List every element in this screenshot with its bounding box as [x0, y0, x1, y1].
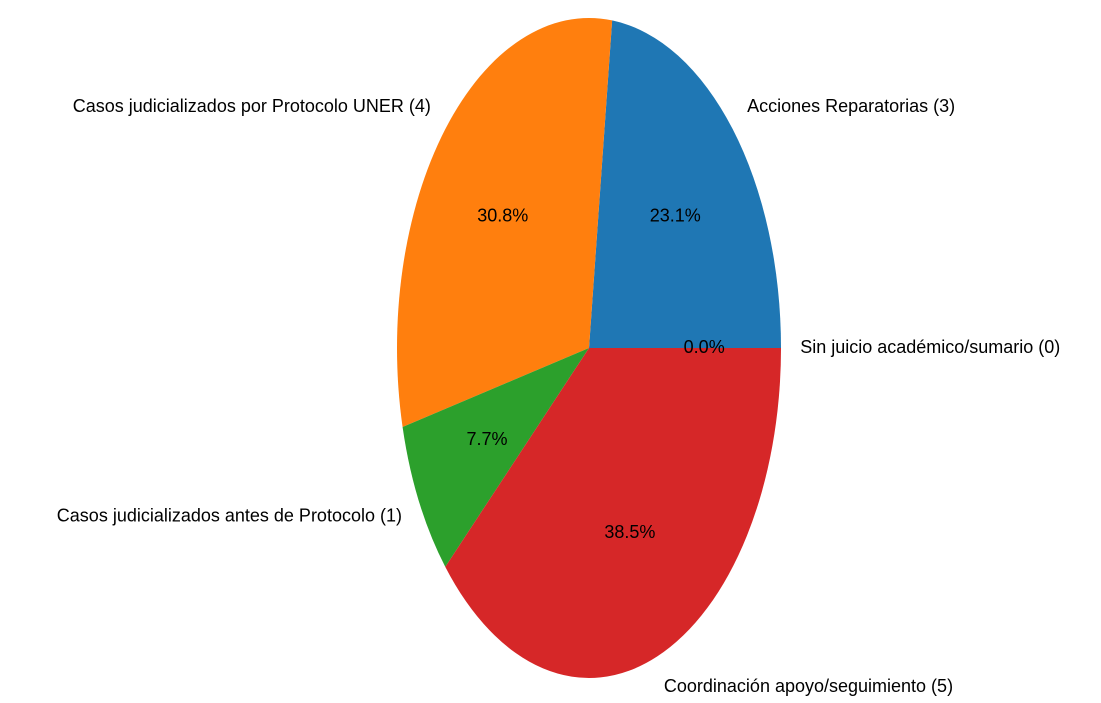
slice-label: Acciones Reparatorias (3)	[747, 96, 955, 116]
percent-label: 38.5%	[604, 522, 655, 542]
slice-label: Casos judicializados antes de Protocolo …	[57, 505, 402, 525]
percent-label: 23.1%	[650, 205, 701, 225]
pie-slice	[397, 17, 613, 427]
percent-label: 0.0%	[684, 337, 725, 357]
pie-slice	[445, 348, 781, 678]
pie-slice	[402, 348, 589, 567]
slice-label: Coordinación apoyo/seguimiento (5)	[664, 676, 953, 696]
slice-label: Sin juicio académico/sumario (0)	[800, 337, 1060, 357]
percent-label: 30.8%	[477, 205, 528, 225]
slice-label: Casos judicializados por Protocolo UNER …	[73, 96, 431, 116]
pie-slice	[589, 20, 781, 349]
percent-label: 7.7%	[466, 429, 507, 449]
